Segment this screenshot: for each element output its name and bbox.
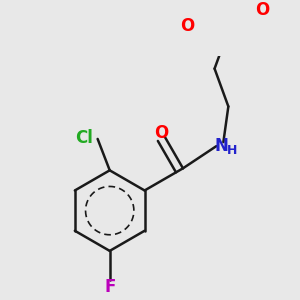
Text: N: N (214, 137, 228, 155)
Text: O: O (181, 17, 195, 35)
Text: Cl: Cl (76, 129, 94, 147)
Text: O: O (255, 1, 269, 19)
Text: F: F (104, 278, 116, 296)
Text: H: H (227, 144, 238, 157)
Text: O: O (154, 124, 168, 142)
